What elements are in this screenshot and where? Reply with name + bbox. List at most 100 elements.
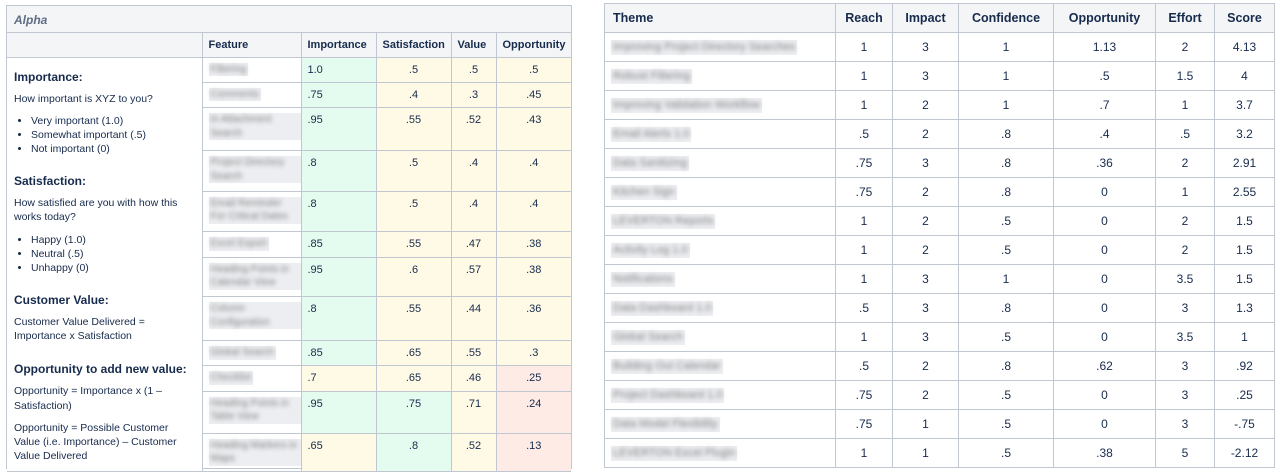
opportunity-cell: 0 [1053,380,1156,410]
theme-cell: Building Out Calendar [604,351,836,381]
opportunity-cell: .45 [495,81,571,109]
theme-row: Improving Validation Workflow 1 2 1.7 1 3.7 [604,90,1275,120]
value-cell: .52 [450,432,497,473]
reach-cell: 1 [835,438,893,468]
confidence-cell: .8 [958,148,1054,178]
opportunity-cell: .13 [495,432,571,473]
reach-cell: .5 [835,119,893,149]
theme-name: Email Alerts 1.0 [611,127,692,142]
effort-cell: 2 [1155,32,1215,62]
alpha-title: Alpha [7,6,571,33]
customer-value-heading: Customer Value: [14,293,109,308]
impact-cell: 2 [892,119,959,149]
theme-cell: Data Dashboard 1.0 [604,293,836,323]
alpha-row: Importance: How important is XYZ to you? V… [7,56,571,473]
alpha-row: Checklist .7.65.46.25 [7,365,571,392]
opportunity-cell: .36 [495,296,571,342]
score-cell: .92 [1214,351,1275,381]
theme-cell: Email Alerts 1.0 [604,119,836,149]
reach-cell: .5 [835,293,893,323]
score-cell: 1.3 [1214,293,1275,323]
reach-cell: 1 [835,32,893,62]
importance-option: Somewhat important (.5) [31,128,195,142]
theme-row: Data Model Flexibility .75 1.5 0 3 -.75 [604,409,1275,439]
feature-name: Checklist [208,371,254,385]
opportunity-cell: 1.13 [1053,32,1156,62]
opportunity-cell: .5 [495,56,571,83]
importance-cell: .75 [300,81,377,109]
effort-cell: 3 [1155,380,1215,410]
effort-cell: 3 [1155,409,1215,439]
importance-cell: .65 [300,432,377,473]
value-cell: .57 [450,256,497,298]
value-cell: .47 [450,231,497,258]
theme-name: LEVERTON Reports [611,214,716,229]
value-cell: .4 [450,190,497,233]
theme-row: Improving Project Directory Searches 1 3 1 1… [604,32,1275,62]
confidence-cell: .8 [958,293,1054,323]
theme-cell: Improving Project Directory Searches [604,32,836,62]
effort-cell: .5 [1155,119,1215,149]
alpha-header-blank [7,33,203,58]
theme-cell: Activity Log 1.0 [604,235,836,265]
score-cell: 2.91 [1214,148,1275,178]
theme-name: Global Search [611,330,685,345]
theme-cell: Project Dashboard 1.0 [604,380,836,410]
satisfaction-option: Unhappy (0) [31,261,195,275]
satisfaction-cell: .6 [375,256,452,298]
opportunity-cell: .43 [495,107,571,151]
feature-cell: Comments [202,81,302,109]
satisfaction-cell: .55 [375,231,452,258]
alpha-row: In Attachment Search .95.55.52.43 [7,107,571,151]
theme-row: Data Sanitizing .75 3.8.36 2 2.91 [604,148,1275,178]
themes-header-effort: Effort [1155,3,1215,33]
themes-header-theme: Theme [604,3,836,33]
impact-cell: 3 [892,148,959,178]
confidence-cell: 1 [958,90,1054,120]
opportunity-cell: .7 [1053,90,1156,120]
satisfaction-cell: .8 [375,432,452,473]
importance-cell: .8 [300,150,377,192]
opportunity-cell: .4 [495,150,571,192]
feature-cell: In Attachment Search [202,107,302,151]
theme-cell: LEVERTON Excel Plugin [604,438,836,468]
alpha-row: Column Configuration .8.55.44.36 [7,296,571,342]
themes-table-panel: Theme Reach Impact Confidence Opportunit… [604,3,1275,469]
importance-cell: .95 [300,390,377,434]
themes-table: Theme Reach Impact Confidence Opportunit… [604,3,1275,468]
reach-cell: .75 [835,177,893,207]
importance-cell: 1.0 [300,56,377,83]
opportunity-cell: .4 [495,190,571,233]
reach-cell: .75 [835,148,893,178]
alpha-row: Project Directory Search .8.5.4.4 [7,150,571,192]
feature-name: Comments [208,87,261,102]
feature-cell: Heading Points in Calendar View [202,256,302,298]
value-cell: .5 [450,56,497,83]
alpha-header-importance: Importance [300,33,377,58]
alpha-table: Feature Importance Satisfaction Value Op… [7,33,571,473]
satisfaction-cell: .5 [375,150,452,192]
theme-cell: Data Sanitizing [604,148,836,178]
impact-cell: 2 [892,206,959,236]
satisfaction-option: Happy (1.0) [31,233,195,247]
feature-cell: Project Directory Search [202,150,302,192]
importance-question: How important is XYZ to you? [14,92,153,105]
feature-name: Email Reminder For Critical Dates [208,196,301,224]
opportunity-cell: .62 [1053,351,1156,381]
theme-cell: Kitchen Sign [604,177,836,207]
impact-cell: 2 [892,177,959,207]
alpha-table-body: Importance: How important is XYZ to you? V… [7,56,571,473]
satisfaction-question: How satisfied are you with how this work… [14,197,178,224]
effort-cell: 3.5 [1155,322,1215,352]
score-cell: 2.55 [1214,177,1275,207]
opportunity-cell: 0 [1053,264,1156,294]
alpha-header-satisfaction: Satisfaction [375,33,452,58]
impact-cell: 3 [892,322,959,352]
impact-cell: 2 [892,235,959,265]
value-cell: .55 [450,340,497,367]
score-cell: 1 [1214,322,1275,352]
satisfaction-cell: .65 [375,365,452,392]
alpha-header-row: Feature Importance Satisfaction Value Op… [7,33,571,58]
opportunity-cell: 0 [1053,322,1156,352]
opportunity-cell: 0 [1053,206,1156,236]
